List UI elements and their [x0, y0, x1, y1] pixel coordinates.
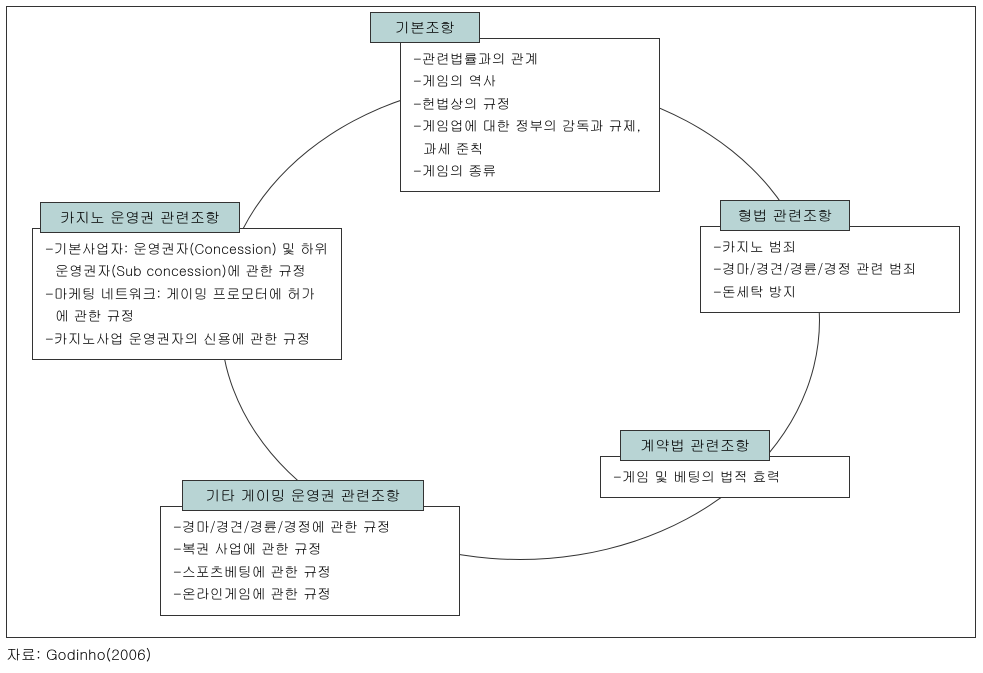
node-basic-title-text: 기본조항: [395, 17, 455, 38]
node-casino-body: -기본사업자: 운영권자(Concession) 및 하위운영권자(Sub co…: [32, 228, 342, 360]
node-contract-item: -게임 및 베팅의 법적 효력: [613, 465, 837, 487]
node-basic-item: -헌법상의 규정: [413, 92, 647, 114]
node-basic-item: -게임업에 대한 정부의 감독과 규제, 과세 준칙: [413, 114, 647, 159]
node-casino-item: -기본사업자: 운영권자(Concession) 및 하위운영권자(Sub co…: [45, 237, 329, 282]
source-text: 자료: Godinho(2006): [6, 644, 151, 665]
node-other-item: -복권 사업에 관한 규정: [173, 537, 447, 559]
node-basic-item: -게임의 종류: [413, 159, 647, 181]
source-citation: 자료: Godinho(2006): [6, 644, 151, 665]
node-casino-title-text: 카지노 운영권 관련조항: [60, 207, 220, 228]
node-contract-body: -게임 및 베팅의 법적 효력: [600, 456, 850, 498]
node-casino-item: -카지노사업 운영권자의 신용에 관한 규정: [45, 327, 329, 349]
node-other-item: -경마/경견/경륜/경정에 관한 규정: [173, 515, 447, 537]
node-basic-item: -게임의 역사: [413, 69, 647, 91]
node-other-title-text: 기타 게이밍 운영권 관련조항: [206, 485, 401, 506]
node-criminal-body: -카지노 범죄-경마/경견/경륜/경정 관련 범죄-돈세탁 방지: [700, 226, 960, 313]
node-basic-title: 기본조항: [370, 12, 480, 43]
node-other-body: -경마/경견/경륜/경정에 관한 규정-복권 사업에 관한 규정-스포츠베팅에 …: [160, 506, 460, 616]
node-basic-body: -관련법률과의 관계-게임의 역사-헌법상의 규정-게임업에 대한 정부의 감독…: [400, 38, 660, 192]
node-criminal-title-text: 형법 관련조항: [738, 205, 833, 226]
node-casino-title: 카지노 운영권 관련조항: [40, 202, 240, 233]
node-contract-title: 계약법 관련조항: [620, 430, 770, 461]
node-casino-item: -마케팅 네트워크: 게이밍 프로모터에 허가에 관한 규정: [45, 282, 329, 327]
node-other-item: -스포츠베팅에 관한 규정: [173, 560, 447, 582]
node-criminal-item: -카지노 범죄: [713, 235, 947, 257]
node-criminal-item: -경마/경견/경륜/경정 관련 범죄: [713, 257, 947, 279]
node-other-item: -온라인게임에 관한 규정: [173, 582, 447, 604]
node-criminal-item: -돈세탁 방지: [713, 280, 947, 302]
node-basic-item: -관련법률과의 관계: [413, 47, 647, 69]
node-criminal-title: 형법 관련조항: [720, 200, 850, 231]
node-other-title: 기타 게이밍 운영권 관련조항: [182, 480, 424, 511]
node-contract-title-text: 계약법 관련조항: [640, 435, 750, 456]
